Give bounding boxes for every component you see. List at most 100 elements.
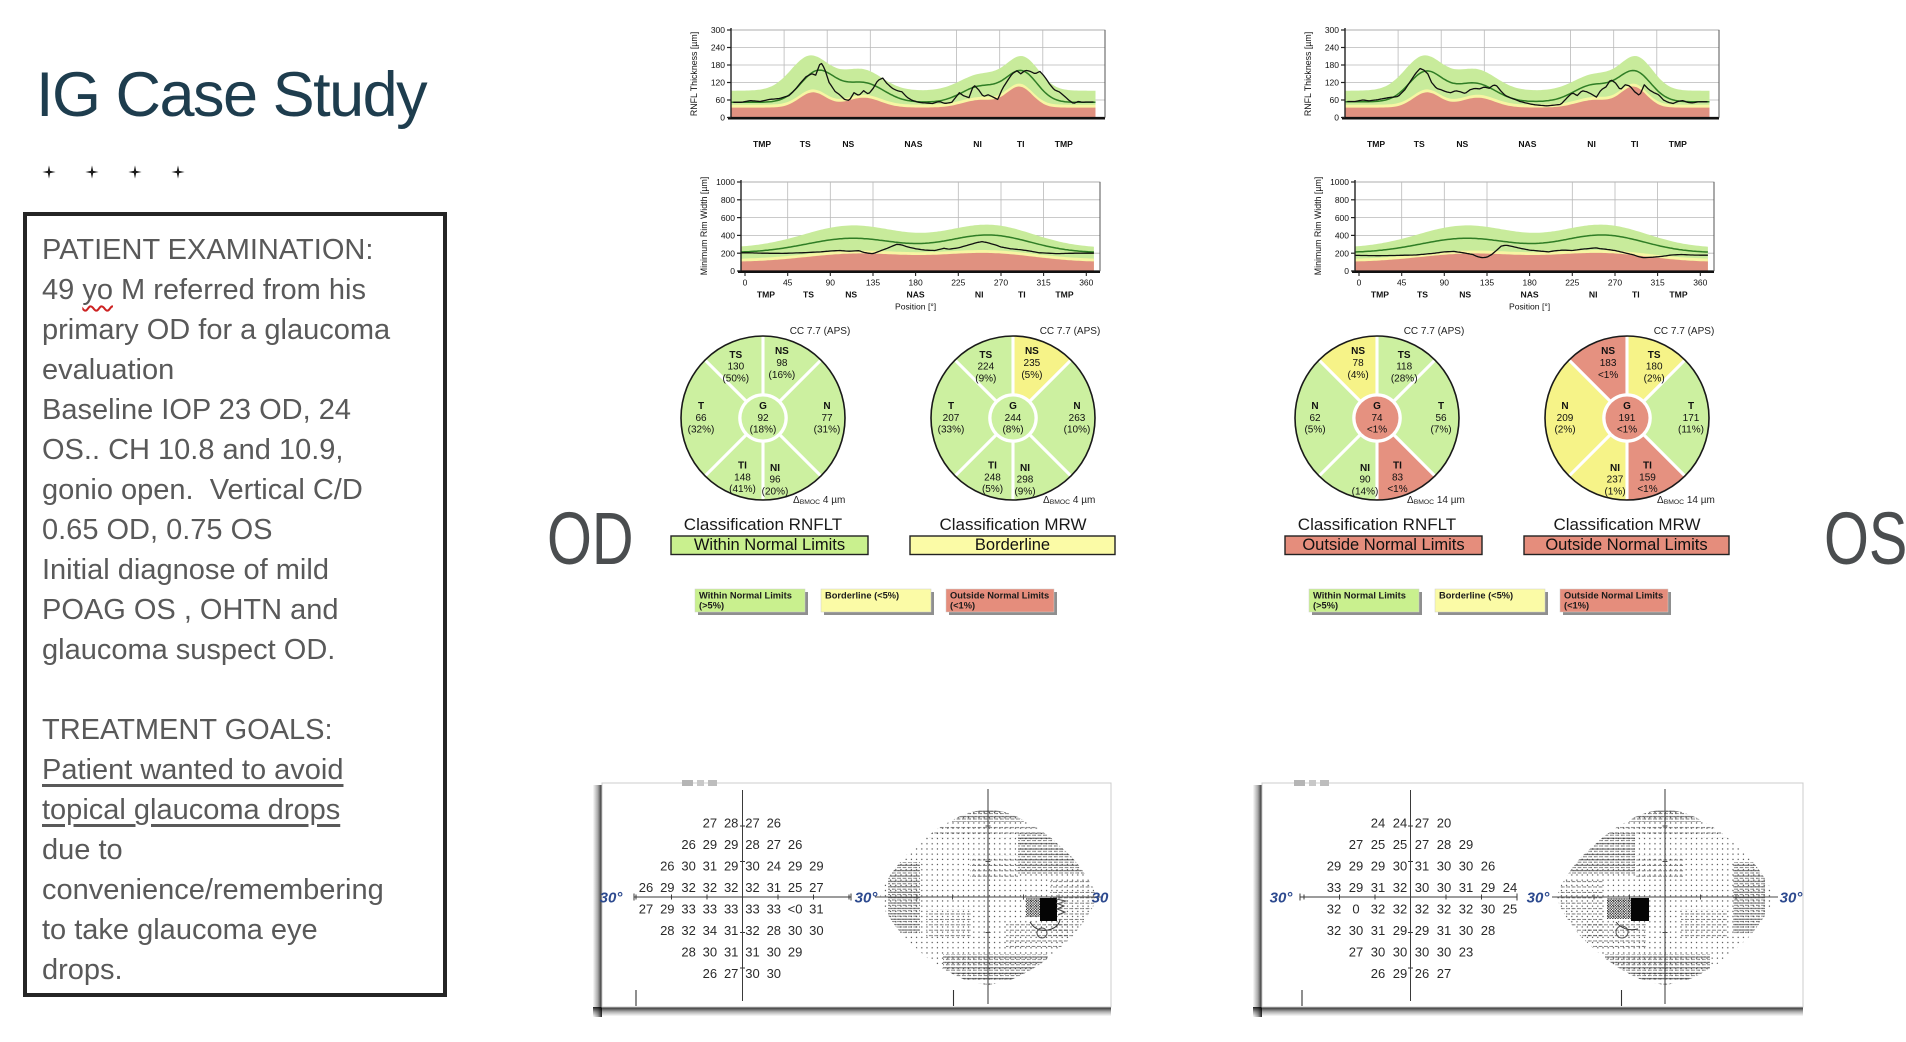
svg-text:31: 31 (745, 945, 759, 960)
svg-text:TMP: TMP (1055, 290, 1073, 300)
svg-text:29: 29 (660, 902, 674, 917)
svg-text:TMP: TMP (1055, 139, 1073, 149)
svg-text:33: 33 (681, 902, 695, 917)
svg-text:N62(5%): N 62 (5%) (1304, 401, 1325, 436)
svg-text:28: 28 (1437, 837, 1451, 852)
svg-text:30: 30 (681, 859, 695, 874)
svg-text:33: 33 (724, 902, 738, 917)
svg-text:Outside Normal Limits: Outside Normal Limits (950, 591, 1049, 601)
svg-text:26: 26 (703, 966, 717, 981)
svg-text:Classification RNFLT: Classification RNFLT (684, 515, 842, 534)
svg-text:Outside Normal Limits: Outside Normal Limits (1302, 536, 1464, 554)
svg-text:Within Normal Limits: Within Normal Limits (699, 591, 792, 601)
svg-text:33: 33 (1327, 880, 1341, 895)
svg-text:120: 120 (1325, 78, 1339, 88)
svg-text:NI: NI (1587, 139, 1596, 149)
svg-text:TI: TI (1017, 139, 1025, 149)
svg-text:TS: TS (803, 290, 814, 300)
svg-text:29: 29 (1481, 880, 1495, 895)
svg-text:TMP: TMP (757, 290, 775, 300)
svg-text:29: 29 (1459, 837, 1473, 852)
svg-text:240: 240 (711, 43, 725, 53)
svg-text:315: 315 (1651, 278, 1665, 288)
svg-text:0: 0 (730, 266, 735, 276)
svg-text:NS: NS (842, 139, 854, 149)
svg-text:225: 225 (951, 278, 965, 288)
svg-text:270: 270 (1608, 278, 1622, 288)
svg-text:Classification RNFLT: Classification RNFLT (1298, 515, 1456, 534)
svg-text:30°: 30° (1780, 890, 1804, 907)
svg-text:N77(31%): N 77 (31%) (814, 401, 841, 436)
svg-text:30: 30 (1415, 880, 1429, 895)
svg-text:180: 180 (909, 278, 923, 288)
svg-text:31: 31 (703, 859, 717, 874)
svg-text:32: 32 (681, 923, 695, 938)
svg-text:Minimum Rim Width [µm]: Minimum Rim Width [µm] (699, 177, 709, 275)
svg-text:28: 28 (660, 923, 674, 938)
svg-text:135: 135 (866, 278, 880, 288)
svg-text:45: 45 (783, 278, 793, 288)
svg-text:32: 32 (724, 880, 738, 895)
svg-text:Borderline (<5%): Borderline (<5%) (825, 591, 899, 601)
svg-text:G74<1%: G 74 <1% (1367, 401, 1387, 436)
svg-text:28: 28 (745, 837, 759, 852)
svg-text:NS: NS (845, 290, 857, 300)
svg-text:Classification MRW: Classification MRW (939, 515, 1086, 534)
svg-text:0: 0 (1357, 278, 1362, 288)
svg-text:NI: NI (973, 139, 982, 149)
svg-text:30: 30 (1092, 890, 1109, 907)
svg-text:28: 28 (767, 923, 781, 938)
svg-text:TMP: TMP (1669, 139, 1687, 149)
svg-text:26: 26 (681, 837, 695, 852)
svg-text:33: 33 (767, 902, 781, 917)
svg-text:TI: TI (1631, 139, 1639, 149)
svg-text:30°: 30° (1270, 890, 1294, 907)
svg-text:31: 31 (767, 880, 781, 895)
svg-text:25: 25 (1393, 837, 1407, 852)
svg-text:30: 30 (1459, 923, 1473, 938)
svg-text:25: 25 (1371, 837, 1385, 852)
svg-text:NAS: NAS (1518, 139, 1536, 149)
svg-text:31: 31 (724, 945, 738, 960)
svg-text:ΔBMOC 4 µm: ΔBMOC 4 µm (793, 495, 845, 506)
svg-text:33: 33 (745, 902, 759, 917)
svg-text:120: 120 (711, 78, 725, 88)
svg-text:28: 28 (1481, 923, 1495, 938)
svg-text:27: 27 (1349, 945, 1363, 960)
svg-text:1000: 1000 (716, 177, 735, 187)
svg-text:32: 32 (1393, 880, 1407, 895)
svg-text:30°: 30° (600, 890, 624, 907)
svg-text:30: 30 (1459, 859, 1473, 874)
svg-text:27: 27 (639, 902, 653, 917)
svg-text:30: 30 (1415, 945, 1429, 960)
svg-text:200: 200 (721, 248, 735, 258)
svg-text:24: 24 (1371, 816, 1385, 831)
svg-text:31: 31 (809, 902, 823, 917)
svg-text:CC 7.7 (APS): CC 7.7 (APS) (790, 326, 851, 337)
svg-text:25: 25 (1503, 902, 1517, 917)
svg-text:45: 45 (1397, 278, 1407, 288)
svg-text:600: 600 (721, 213, 735, 223)
svg-text:27: 27 (1415, 816, 1429, 831)
svg-text:29: 29 (1393, 923, 1407, 938)
svg-text:(>5%): (>5%) (699, 601, 724, 611)
svg-text:Borderline (<5%): Borderline (<5%) (1439, 591, 1513, 601)
svg-text:Outside Normal Limits: Outside Normal Limits (1545, 536, 1707, 554)
svg-text:RNFL Thickness [µm]: RNFL Thickness [µm] (1303, 32, 1313, 116)
svg-text:Classification MRW: Classification MRW (1553, 515, 1700, 534)
svg-text:Within Normal Limits: Within Normal Limits (694, 536, 845, 554)
svg-text:32: 32 (1327, 923, 1341, 938)
svg-text:29: 29 (809, 859, 823, 874)
svg-text:32: 32 (1437, 902, 1451, 917)
svg-text:NAS: NAS (1521, 290, 1539, 300)
svg-text:Within Normal Limits: Within Normal Limits (1313, 591, 1406, 601)
svg-text:30: 30 (745, 859, 759, 874)
svg-text:T66(32%): T 66 (32%) (688, 401, 715, 436)
svg-text:29: 29 (724, 859, 738, 874)
svg-text:27: 27 (809, 880, 823, 895)
svg-text:26: 26 (1371, 966, 1385, 981)
